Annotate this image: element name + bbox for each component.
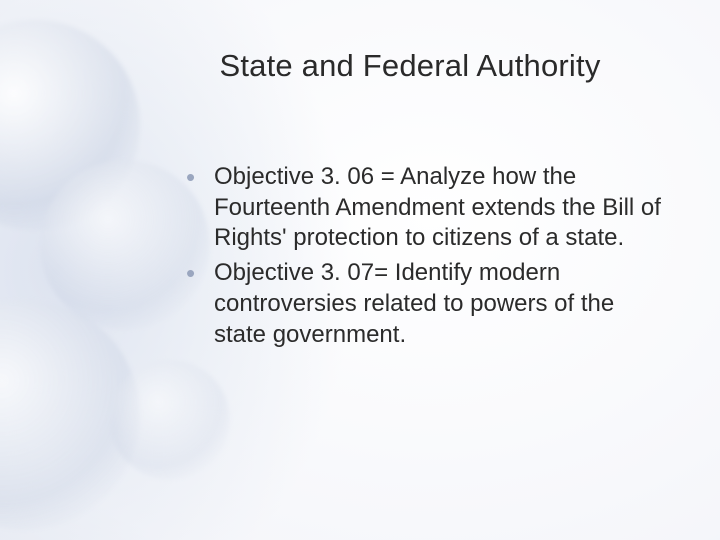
slide: State and Federal Authority Objective 3.… bbox=[0, 0, 720, 540]
bullet-list: Objective 3. 06 = Analyze how the Fourte… bbox=[186, 162, 664, 350]
bullet-item: Objective 3. 07= Identify modern controv… bbox=[186, 258, 664, 350]
slide-title: State and Federal Authority bbox=[156, 48, 664, 84]
bullet-item: Objective 3. 06 = Analyze how the Fourte… bbox=[186, 162, 664, 254]
